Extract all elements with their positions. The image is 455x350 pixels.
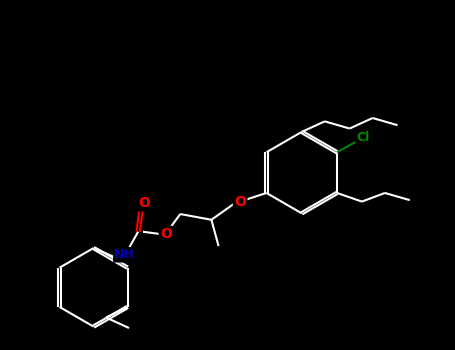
Text: NH: NH: [114, 248, 135, 261]
Text: O: O: [234, 195, 246, 209]
Text: O: O: [160, 227, 172, 241]
Text: Cl: Cl: [357, 131, 370, 145]
Text: O: O: [138, 196, 150, 210]
